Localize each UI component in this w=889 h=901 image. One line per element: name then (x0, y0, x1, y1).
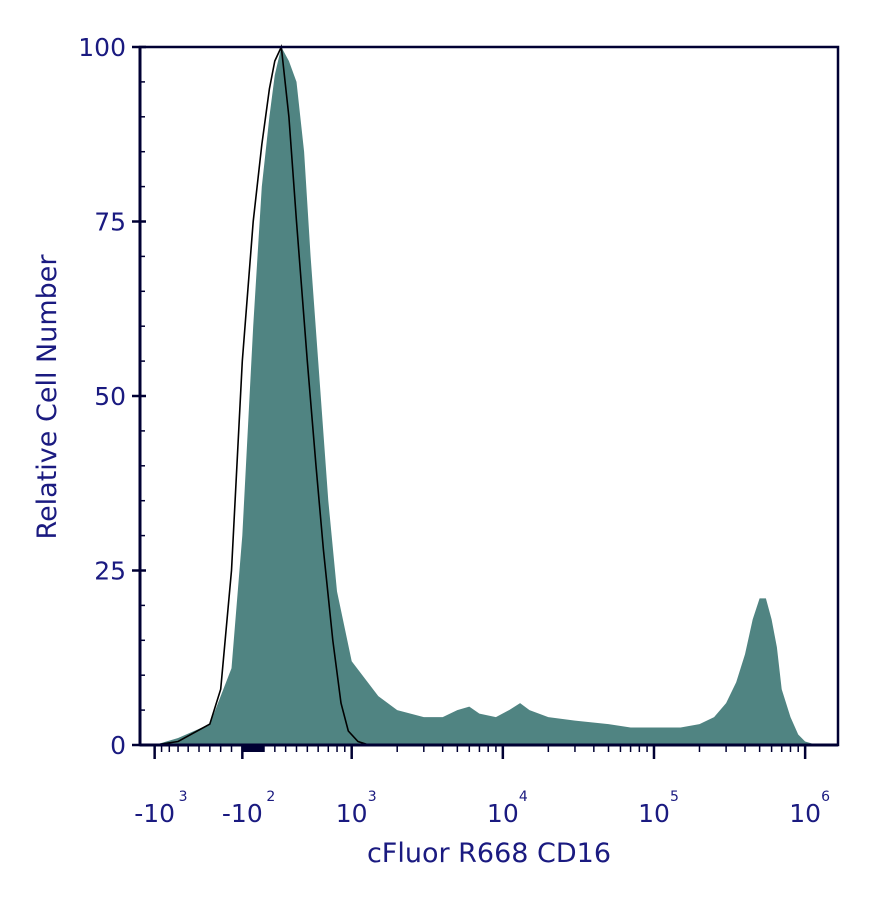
x-tick-exponent: 2 (266, 789, 275, 805)
x-tick-label: 10 (789, 799, 821, 828)
plot-area (154, 44, 818, 746)
x-tick-exponent: 5 (670, 789, 679, 805)
x-tick-label: 10 (487, 799, 519, 828)
y-tick-label: 75 (94, 208, 126, 237)
y-tick-label: 25 (94, 557, 126, 586)
x-tick-exponent: 6 (821, 789, 830, 805)
y-tick-label: 100 (78, 33, 126, 62)
x-tick-exponent: 3 (368, 789, 377, 805)
x-tick-label: -10 (134, 799, 175, 828)
x-tick-exponent: 4 (519, 789, 528, 805)
x-tick-label: 10 (638, 799, 670, 828)
x-tick-label: -10 (222, 799, 263, 828)
x-tick-label: 10 (336, 799, 368, 828)
x-axis-title: cFluor R668 CD16 (367, 838, 611, 869)
x-tick-exponent: 3 (179, 789, 188, 805)
y-axis-title: Relative Cell Number (32, 254, 63, 540)
series-filled-area (154, 47, 818, 745)
y-tick-label: 0 (110, 731, 126, 760)
y-tick-label: 50 (94, 382, 126, 411)
